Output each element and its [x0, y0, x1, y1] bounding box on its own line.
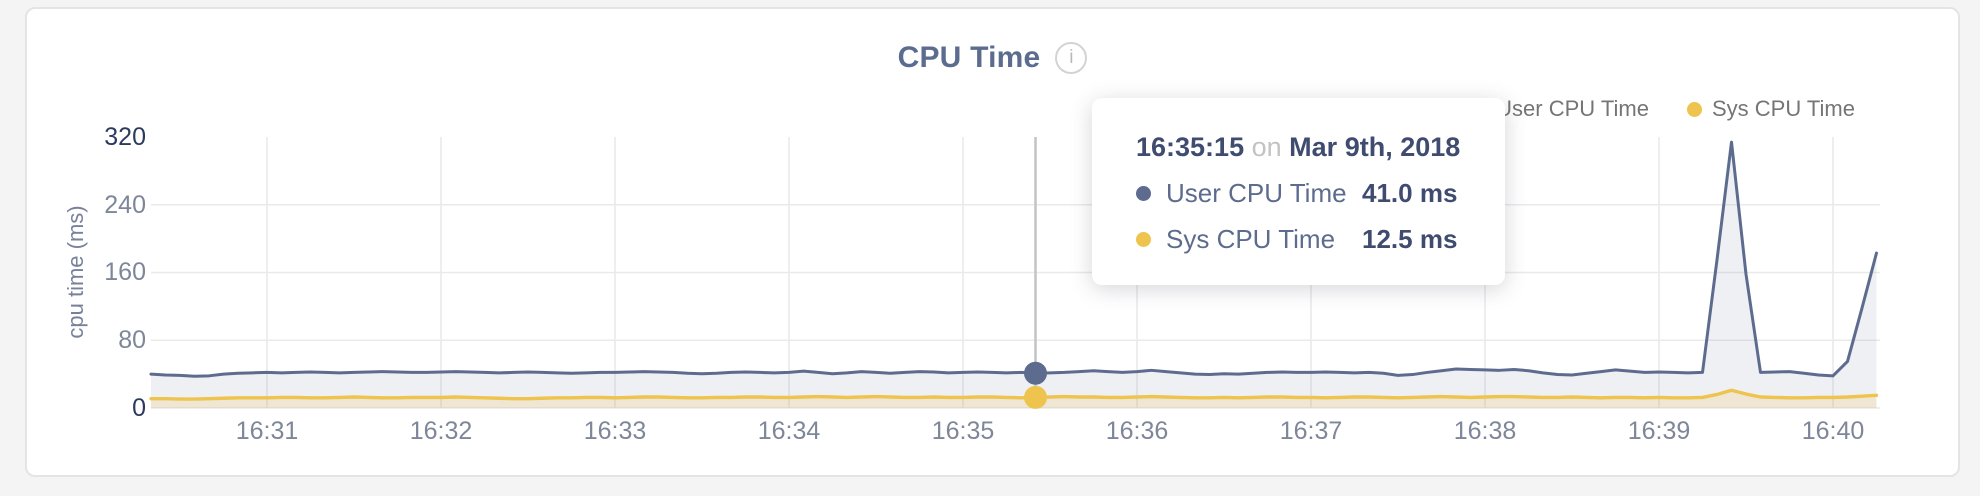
chart-tooltip: 16:35:15 on Mar 9th, 2018 User CPU Time … — [1092, 98, 1505, 285]
tooltip-date: Mar 9th, 2018 — [1289, 132, 1461, 162]
y-axis-tick: 80 — [118, 326, 146, 354]
x-axis-tick: 16:38 — [1453, 417, 1517, 445]
tooltip-timestamp: 16:35:15 on Mar 9th, 2018 — [1136, 132, 1505, 163]
user-cpu-line — [149, 140, 1878, 378]
legend-item-label: Sys CPU Time — [1711, 96, 1855, 121]
x-axis-tick: 16:35 — [931, 417, 995, 445]
chart-title: CPU Time — [897, 41, 1041, 74]
series-dot-icon — [1136, 186, 1151, 201]
tooltip-series-value: 41.0 ms — [1362, 178, 1458, 208]
chart-legend: User CPU Time Sys CPU Time — [1471, 96, 1855, 122]
x-axis-tick: 16:39 — [1627, 417, 1691, 445]
y-axis-tick: 320 — [104, 123, 146, 151]
series-dot-icon — [1136, 232, 1151, 247]
x-axis-tick: 16:36 — [1105, 417, 1169, 445]
y-axis-tick: 160 — [104, 258, 146, 286]
tooltip-series-label: User CPU Time — [1166, 178, 1347, 208]
tooltip-series-value: 12.5 ms — [1362, 224, 1458, 254]
sys-cpu-line — [149, 388, 1879, 401]
tooltip-row: User CPU Time 41.0 ms — [1136, 178, 1505, 209]
x-axis-tick: 16:37 — [1279, 417, 1343, 445]
x-axis-tick: 16:32 — [409, 417, 473, 445]
x-axis-tick: 16:34 — [757, 417, 821, 445]
tooltip-series-label: Sys CPU Time — [1166, 224, 1336, 254]
x-axis-tick: 16:40 — [1801, 417, 1865, 445]
tooltip-row: Sys CPU Time 12.5 ms — [1136, 224, 1505, 255]
series-dot-icon — [1686, 101, 1702, 117]
legend-item-label: User CPU Time — [1496, 96, 1649, 121]
x-axis-tick: 16:31 — [235, 417, 299, 445]
y-axis-tick: 0 — [132, 394, 146, 422]
info-icon[interactable]: i — [1055, 42, 1088, 74]
x-axis-tick: 16:33 — [583, 417, 647, 445]
hover-point-sys — [1024, 385, 1047, 409]
chart-header: CPU Time i — [25, 38, 1960, 78]
tooltip-time: 16:35:15 — [1136, 132, 1245, 162]
tooltip-on-word: on — [1251, 132, 1282, 162]
user-cpu-area — [151, 142, 1877, 409]
hover-point-user — [1024, 361, 1047, 385]
y-axis-tick: 240 — [104, 191, 146, 219]
legend-item-sys-cpu-time[interactable]: Sys CPU Time — [1686, 96, 1855, 122]
